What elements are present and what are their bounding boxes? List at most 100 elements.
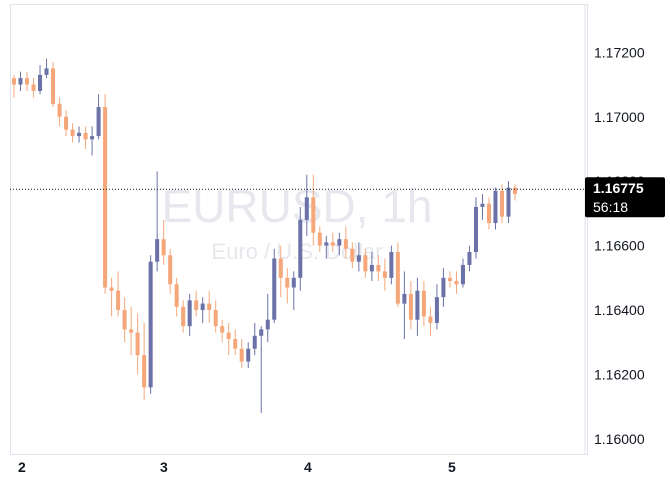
candle <box>460 258 465 288</box>
candle-body-down <box>343 239 348 249</box>
candle <box>239 339 244 369</box>
candle <box>18 71 23 91</box>
x-tick-label: 2 <box>18 459 26 475</box>
candle <box>298 206 303 291</box>
last-price-badge: 1.16775 56:18 <box>585 177 665 218</box>
candle-body-up <box>259 329 264 336</box>
candle <box>493 187 498 230</box>
candle <box>434 284 439 330</box>
candle <box>213 300 218 333</box>
candle <box>285 268 290 304</box>
candle <box>376 255 381 282</box>
candle <box>408 281 413 330</box>
candle <box>174 277 179 317</box>
candle <box>181 300 186 333</box>
candle <box>31 78 36 98</box>
candle <box>90 126 95 156</box>
candle <box>467 245 472 272</box>
plot-frame <box>10 4 588 455</box>
candle <box>486 197 491 230</box>
candle <box>259 326 264 414</box>
candle-body-down <box>226 332 231 340</box>
candle-body-down <box>376 264 381 272</box>
candle-body-up <box>291 277 296 288</box>
candle-body-down <box>454 281 459 285</box>
candle-body-up <box>38 74 43 91</box>
candle-body-up <box>298 219 303 278</box>
candle <box>395 242 400 307</box>
candle <box>512 184 518 201</box>
y-tick-label: 1.16400 <box>594 302 645 318</box>
candle <box>382 258 387 291</box>
candle-body-down <box>382 271 387 278</box>
candle-body-down <box>161 239 166 256</box>
candle <box>304 174 309 236</box>
candle <box>246 342 251 369</box>
candle <box>51 61 56 108</box>
candle-body-down <box>220 326 225 333</box>
candle <box>369 252 374 282</box>
candle <box>337 232 342 256</box>
y-tick-label: 1.16600 <box>594 238 645 254</box>
candle <box>415 277 420 336</box>
candle <box>200 297 205 323</box>
candle <box>207 290 212 323</box>
candle-body-up <box>402 293 407 304</box>
candle <box>330 232 335 253</box>
candle <box>252 322 257 356</box>
candle-body-down <box>395 252 400 304</box>
candle-body-up <box>389 252 394 278</box>
candle <box>38 65 43 95</box>
candle-body-down <box>278 258 283 278</box>
candle-body-up <box>252 335 257 349</box>
candle <box>187 293 192 336</box>
candle-body-up <box>200 303 205 311</box>
candle <box>83 126 88 149</box>
candle-body-down <box>207 303 212 311</box>
candle-body-down <box>64 116 69 130</box>
candle <box>389 245 394 285</box>
candle-body-up <box>480 203 485 207</box>
candle-body-down <box>51 68 56 104</box>
candle-body-down <box>447 277 452 282</box>
price-axis[interactable]: 1.172001.170001.168001.166001.164001.162… <box>594 44 645 447</box>
candle-body-up <box>493 190 498 224</box>
candle-body-up <box>155 239 160 262</box>
candle-body-up <box>369 264 374 272</box>
candle-body-up <box>441 277 446 298</box>
candle-body-down <box>330 242 335 246</box>
candle <box>24 71 30 91</box>
candle <box>480 194 485 220</box>
time-axis[interactable]: 2 3 4 5 <box>18 459 456 475</box>
candle <box>291 271 296 311</box>
candle <box>122 297 127 343</box>
x-tick-label: 3 <box>160 459 168 475</box>
candle-body-up <box>324 242 329 246</box>
candle <box>272 248 277 323</box>
candle <box>142 322 147 401</box>
candle <box>135 313 140 375</box>
candle-body-down <box>122 310 127 330</box>
candle <box>356 242 361 272</box>
candle-body-down <box>408 293 413 320</box>
candle-body-down <box>213 310 218 327</box>
candle <box>109 277 114 317</box>
candle-body-up <box>460 264 465 285</box>
candle <box>96 94 101 140</box>
candle-body-down <box>116 290 121 311</box>
candle-body-up <box>304 197 309 220</box>
y-tick-label: 1.16000 <box>594 431 645 447</box>
candle-body-down <box>233 339 238 349</box>
candle-body-up <box>90 136 95 140</box>
candle <box>317 226 322 253</box>
candle-body-down <box>512 187 518 195</box>
candle <box>265 293 270 343</box>
candle-body-down <box>311 197 316 233</box>
candle <box>220 319 225 343</box>
candle <box>363 248 368 278</box>
last-price-value: 1.16775 <box>593 180 644 196</box>
candle <box>499 184 505 224</box>
y-tick-label: 1.16200 <box>594 366 645 382</box>
